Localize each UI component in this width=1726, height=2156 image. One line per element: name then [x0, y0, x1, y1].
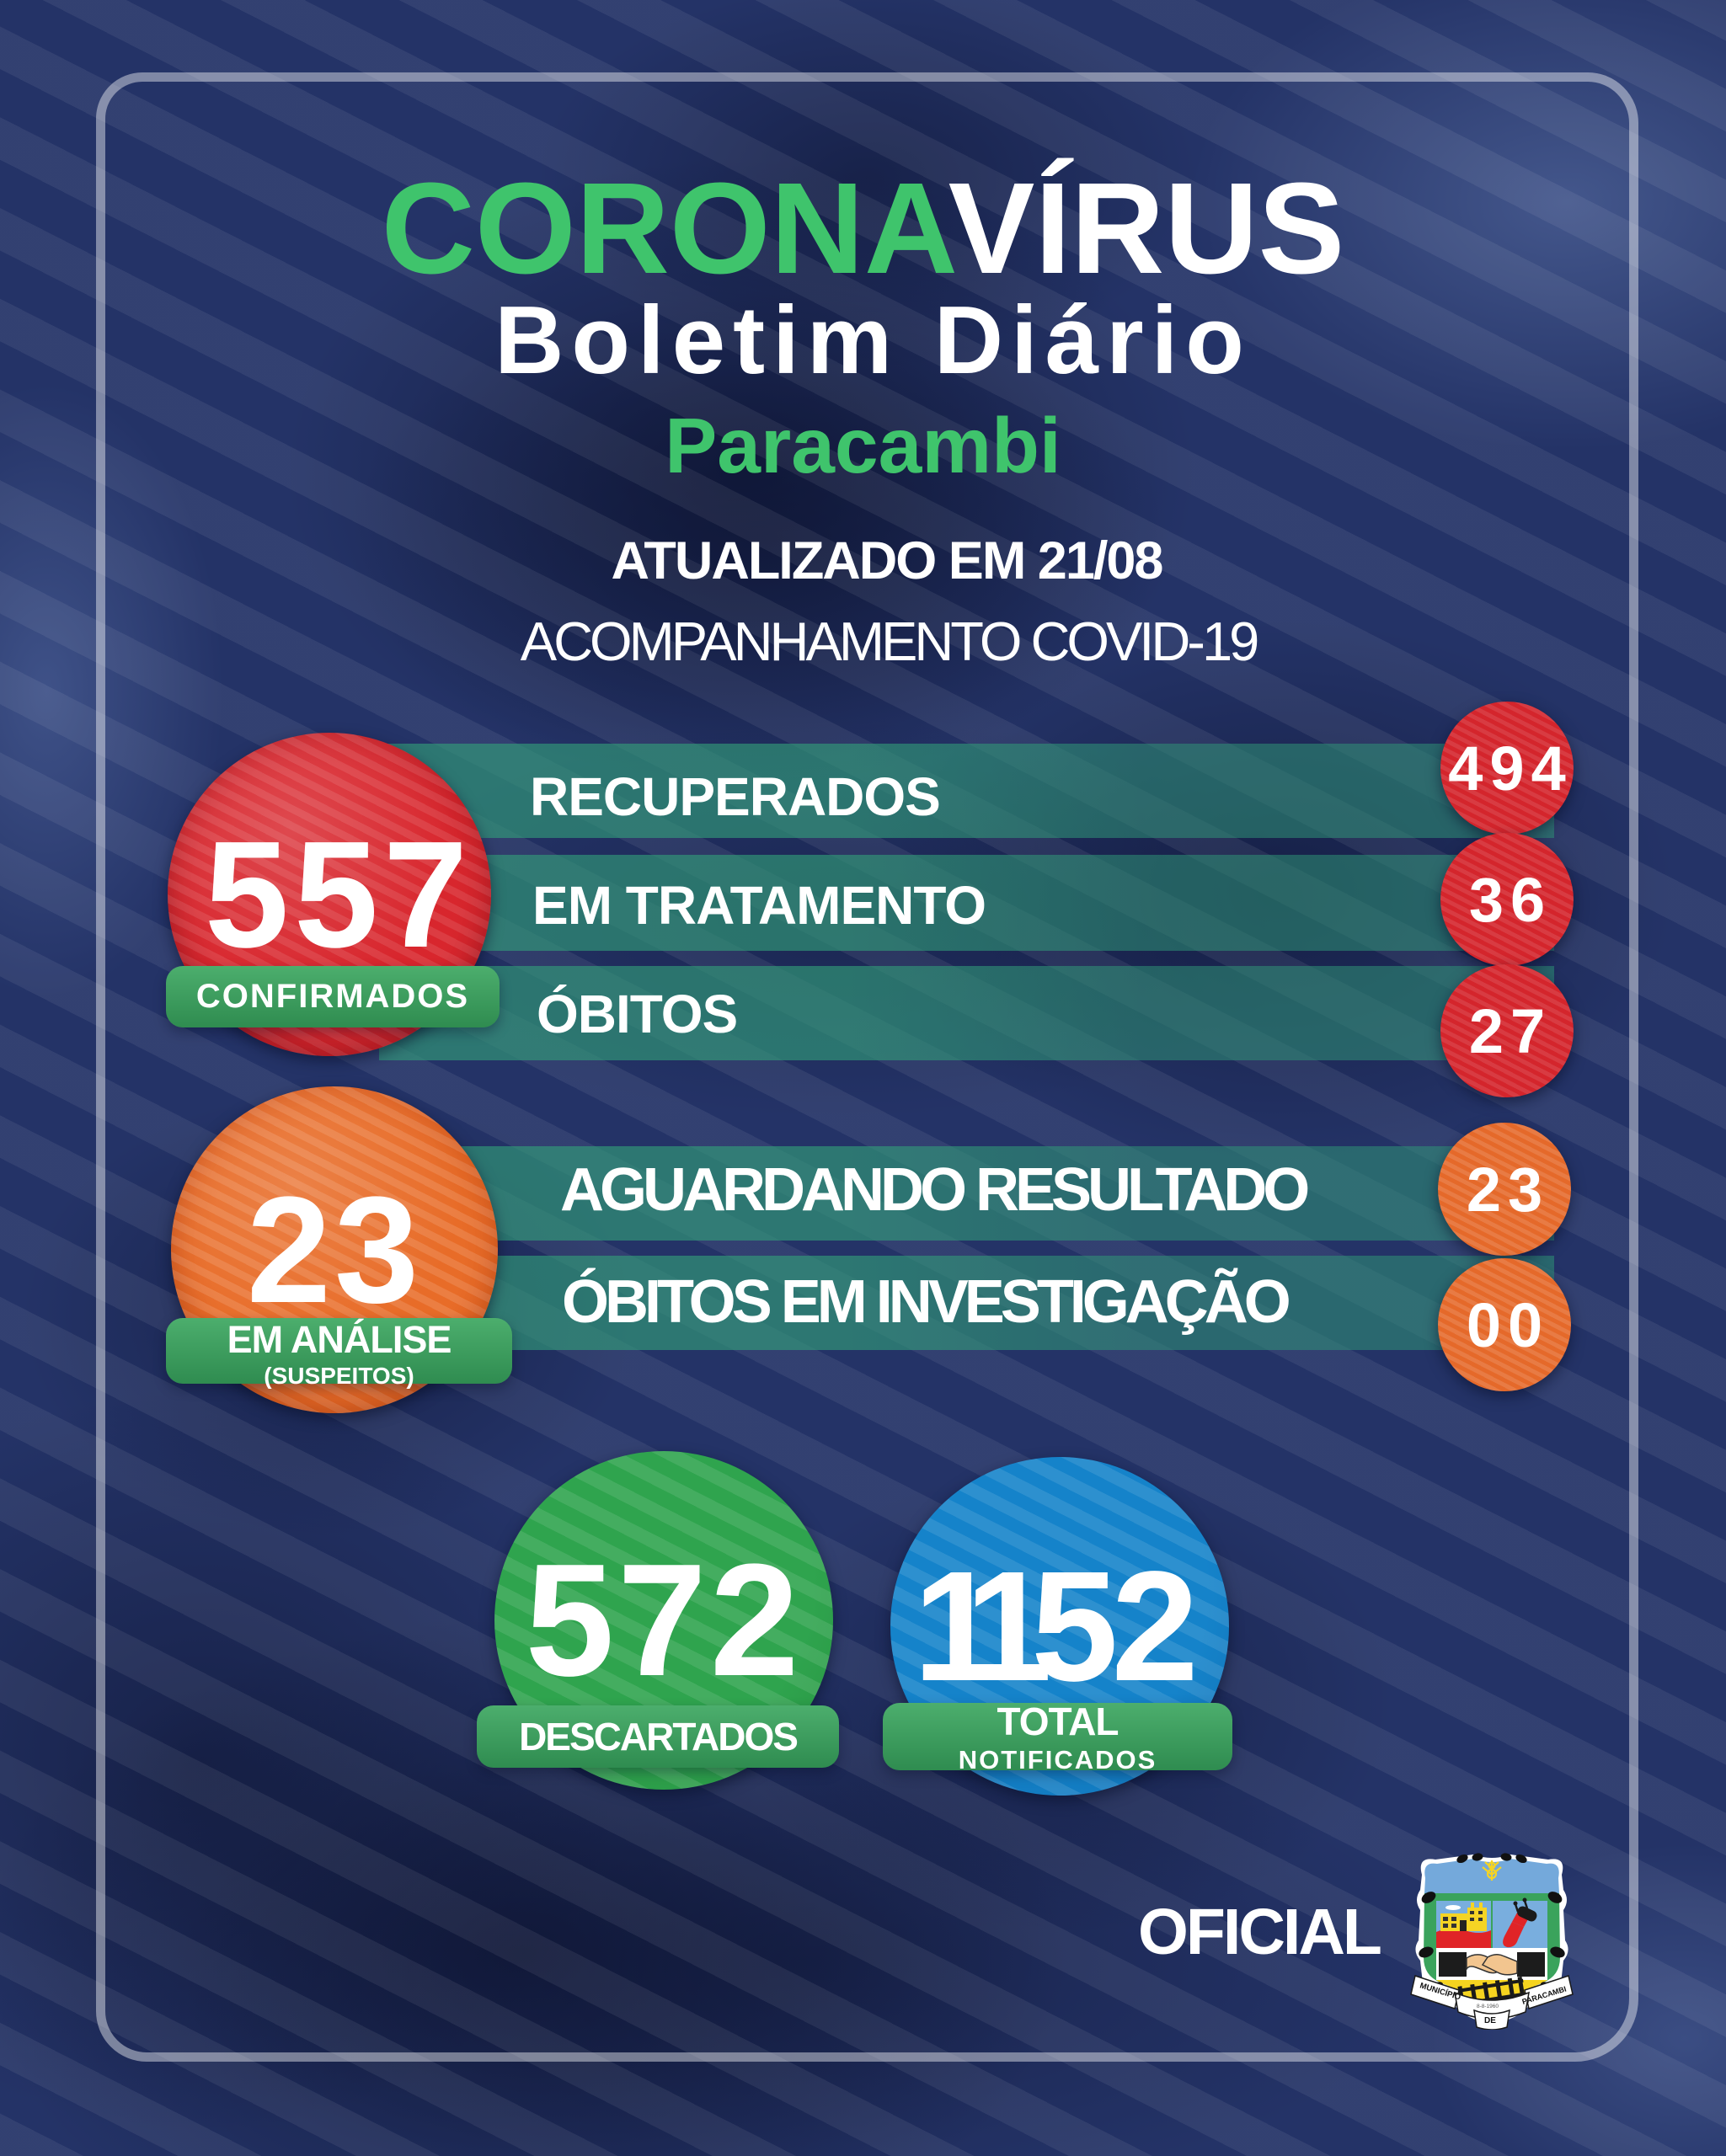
svg-text:8-8-1960: 8-8-1960	[1477, 2004, 1499, 2009]
svg-text:DE: DE	[1484, 2016, 1496, 2025]
